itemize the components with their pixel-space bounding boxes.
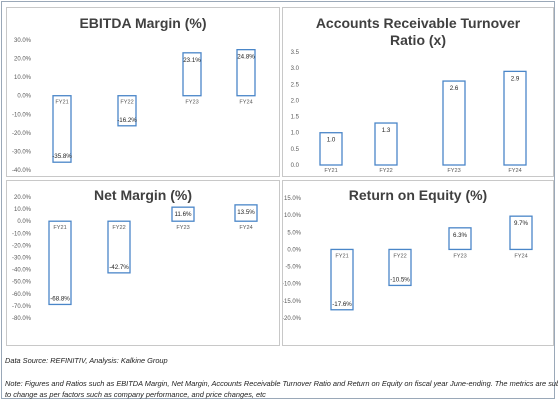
chart-svg: 20.0% 10.0% 0.0% -10.0% -20.0% -30.0% -40.0% -5…: [12, 195, 258, 322]
bar: [330, 248, 354, 311]
bar: [107, 220, 131, 274]
category-label: FY21: [53, 225, 66, 231]
data-label: -17.6%: [332, 301, 352, 308]
category-label: FY23: [453, 253, 466, 259]
y-tick-label: -40.0%: [12, 268, 32, 274]
category-label: FY21: [335, 253, 348, 259]
y-tick-label: -50.0%: [12, 280, 32, 286]
chart-svg: 3.5 3.0 2.5 2.0 1.5 1.0 0.5 0.0 FY21 1.0 FY22 1.3 FY…: [291, 50, 527, 174]
y-tick-label: -20.0%: [12, 131, 32, 137]
bar: [388, 248, 412, 287]
data-label: 23.1%: [183, 57, 201, 64]
y-tick-label: 10.0%: [14, 207, 32, 213]
category-label: FY21: [324, 168, 337, 174]
y-tick-label: 3.0: [291, 66, 300, 72]
y-tick-label: 0.0%: [17, 94, 31, 100]
chart-title: EBITDA Margin (%): [79, 15, 207, 31]
bar: [52, 95, 72, 163]
source-note: Data Source: REFINITIV, Analysis: Kalkin…: [5, 356, 168, 365]
chart-svg: 15.0% 10.0% 5.0% 0.0% -5.0% -10.0% -15.0% -20.0…: [283, 196, 533, 322]
chart-title: Accounts Receivable Turnover Ratio (x): [315, 15, 521, 48]
category-label: FY22: [379, 168, 392, 174]
chart-title: Return on Equity (%): [348, 187, 488, 203]
category-label: FY22: [112, 225, 125, 231]
category-label: FY23: [176, 225, 189, 231]
data-label: 1.0: [327, 137, 336, 144]
data-label: 11.6%: [174, 211, 192, 218]
data-label: -42.7%: [109, 264, 129, 271]
category-label: FY24: [508, 168, 521, 174]
y-tick-label: 1.0: [291, 131, 300, 137]
category-label: FY24: [239, 100, 252, 106]
category-label: FY23: [185, 100, 198, 106]
y-tick-label: 0.0: [291, 163, 300, 169]
chart-return-on-equity: Return on Equity (%) 15.0% 10.0% 5.0% 0.0% -…: [282, 180, 554, 346]
chart-net-margin: Net Margin (%) 20.0% 10.0% 0.0% -10.0% -20.0…: [6, 180, 280, 346]
data-label: 6.3%: [453, 232, 468, 239]
y-tick-label: 5.0%: [287, 230, 301, 236]
y-tick-label: 0.5: [291, 147, 300, 153]
y-tick-label: 20.0%: [14, 195, 32, 201]
y-tick-label: -30.0%: [12, 256, 32, 262]
data-label: 2.9: [511, 75, 520, 82]
y-tick-label: 10.0%: [284, 213, 302, 219]
y-tick-label: 3.5: [291, 50, 300, 56]
data-label: -68.8%: [50, 295, 70, 302]
category-label: FY23: [447, 168, 460, 174]
y-tick-label: -5.0%: [285, 265, 301, 271]
y-tick-label: 2.0: [291, 98, 300, 104]
disclaimer-line-1: Note: Figures and Ratios such as EBITDA …: [5, 379, 558, 388]
y-tick-label: 10.0%: [14, 75, 32, 81]
category-label: FY22: [393, 253, 406, 259]
disclaimer-line-2: to change as per factors such as company…: [5, 390, 266, 399]
bar: [448, 227, 472, 251]
y-tick-label: -10.0%: [12, 231, 32, 237]
chart-ebitda-margin: EBITDA Margin (%) 30.0% 20.0% 10.0% 0.0% -10…: [6, 7, 280, 177]
y-tick-label: -30.0%: [12, 149, 32, 155]
y-tick-label: 30.0%: [14, 38, 32, 44]
y-tick-label: -10.0%: [283, 282, 302, 288]
y-tick-label: 15.0%: [284, 196, 302, 202]
bar: [503, 70, 527, 166]
bar: [442, 80, 466, 166]
category-label: FY22: [120, 100, 133, 106]
y-tick-label: -80.0%: [12, 316, 32, 322]
category-label: FY21: [55, 100, 68, 106]
data-label: 9.7%: [514, 220, 529, 227]
y-tick-label: -70.0%: [12, 304, 32, 310]
bar: [117, 95, 137, 127]
bar: [171, 206, 195, 222]
chart-svg: 30.0% 20.0% 10.0% 0.0% -10.0% -20.0% -30.0% -40…: [12, 38, 256, 174]
bar: [48, 220, 72, 306]
y-tick-label: -15.0%: [283, 299, 302, 305]
bar: [509, 215, 533, 251]
bar: [182, 52, 202, 97]
bar: [374, 122, 398, 166]
y-tick-label: -20.0%: [283, 316, 302, 322]
data-label: -35.8%: [52, 153, 72, 160]
bar: [319, 132, 343, 166]
y-tick-label: 0.0%: [17, 219, 31, 225]
y-tick-label: 20.0%: [14, 57, 32, 63]
y-tick-label: 1.5: [291, 115, 300, 121]
y-tick-label: -20.0%: [12, 243, 32, 249]
y-tick-label: -10.0%: [12, 112, 32, 118]
data-label: -16.2%: [117, 117, 137, 124]
data-label: 2.6: [450, 85, 459, 92]
chart-ar-turnover: Accounts Receivable Turnover Ratio (x) 3…: [282, 7, 554, 177]
chart-title: Net Margin (%): [94, 187, 192, 203]
data-label: 1.3: [382, 127, 391, 134]
y-tick-label: 2.5: [291, 82, 300, 88]
bar: [236, 49, 256, 97]
data-label: 13.5%: [237, 209, 255, 216]
bar: [234, 204, 258, 222]
y-tick-label: 0.0%: [287, 247, 301, 253]
data-label: 24.8%: [237, 54, 255, 61]
data-label: -10.5%: [390, 276, 410, 283]
category-label: FY24: [514, 253, 527, 259]
category-label: FY24: [239, 225, 252, 231]
y-tick-label: -60.0%: [12, 292, 32, 298]
y-tick-label: -40.0%: [12, 168, 32, 174]
